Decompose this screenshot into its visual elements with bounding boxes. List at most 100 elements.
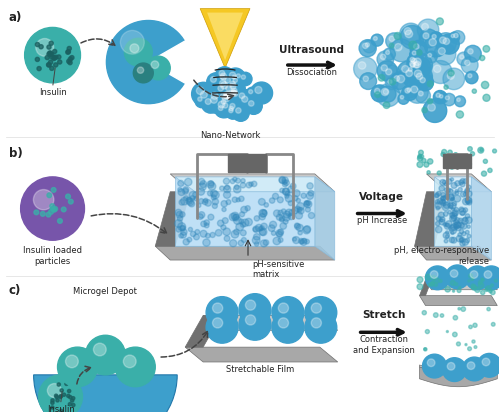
- Circle shape: [480, 55, 485, 61]
- Circle shape: [394, 76, 400, 81]
- Circle shape: [290, 183, 296, 189]
- Polygon shape: [420, 280, 432, 296]
- Circle shape: [249, 182, 253, 186]
- Circle shape: [466, 191, 472, 197]
- Circle shape: [236, 178, 240, 183]
- Circle shape: [188, 228, 192, 232]
- Circle shape: [282, 182, 288, 187]
- Circle shape: [305, 297, 337, 328]
- Circle shape: [298, 230, 302, 235]
- Circle shape: [378, 74, 385, 81]
- Circle shape: [456, 111, 464, 118]
- Circle shape: [452, 193, 456, 196]
- Circle shape: [466, 200, 471, 205]
- Circle shape: [466, 161, 471, 167]
- Circle shape: [424, 348, 426, 350]
- Circle shape: [426, 266, 450, 290]
- Circle shape: [444, 239, 448, 243]
- Circle shape: [241, 206, 248, 213]
- Circle shape: [363, 40, 376, 53]
- Circle shape: [389, 36, 394, 42]
- Circle shape: [272, 231, 276, 235]
- Circle shape: [430, 271, 438, 278]
- Circle shape: [253, 227, 258, 232]
- Circle shape: [180, 225, 186, 231]
- Circle shape: [454, 224, 459, 229]
- Circle shape: [458, 218, 463, 223]
- Circle shape: [218, 86, 224, 91]
- Circle shape: [179, 200, 184, 205]
- Circle shape: [438, 92, 448, 103]
- Circle shape: [454, 223, 458, 228]
- Circle shape: [452, 211, 458, 216]
- Circle shape: [494, 279, 498, 282]
- Circle shape: [416, 88, 430, 103]
- Circle shape: [138, 67, 143, 73]
- Circle shape: [450, 270, 458, 277]
- Circle shape: [440, 219, 442, 222]
- Circle shape: [222, 95, 230, 102]
- Circle shape: [194, 196, 198, 201]
- Circle shape: [94, 343, 106, 356]
- Circle shape: [68, 57, 72, 61]
- Circle shape: [438, 212, 444, 218]
- Circle shape: [51, 401, 54, 404]
- Circle shape: [466, 214, 469, 218]
- Circle shape: [458, 188, 462, 191]
- Circle shape: [214, 82, 232, 99]
- Text: pH-sensitive
matrix: pH-sensitive matrix: [252, 260, 304, 280]
- Circle shape: [466, 200, 469, 203]
- Circle shape: [423, 99, 446, 122]
- Circle shape: [426, 51, 437, 63]
- Circle shape: [439, 186, 444, 191]
- Circle shape: [442, 149, 446, 154]
- Circle shape: [198, 183, 206, 191]
- Circle shape: [409, 41, 417, 49]
- Circle shape: [443, 223, 446, 226]
- Circle shape: [234, 217, 241, 224]
- Circle shape: [280, 223, 286, 229]
- Circle shape: [246, 87, 258, 100]
- Circle shape: [450, 280, 455, 285]
- Circle shape: [466, 71, 478, 84]
- Circle shape: [52, 50, 57, 54]
- Circle shape: [371, 34, 383, 46]
- Bar: [228, 154, 266, 172]
- Circle shape: [436, 226, 442, 233]
- Circle shape: [460, 241, 465, 246]
- Circle shape: [463, 217, 468, 222]
- Circle shape: [414, 62, 419, 68]
- Circle shape: [441, 200, 445, 203]
- Circle shape: [204, 198, 208, 203]
- Circle shape: [218, 90, 234, 106]
- Text: Ultrasound: Ultrasound: [280, 45, 344, 55]
- Circle shape: [440, 217, 445, 222]
- Circle shape: [234, 229, 239, 235]
- Circle shape: [226, 85, 232, 91]
- Circle shape: [231, 212, 239, 220]
- Circle shape: [428, 104, 436, 111]
- Circle shape: [296, 203, 304, 210]
- Circle shape: [286, 195, 293, 202]
- Circle shape: [420, 155, 424, 158]
- Circle shape: [448, 70, 454, 76]
- Circle shape: [180, 198, 188, 205]
- Circle shape: [231, 230, 239, 238]
- Circle shape: [465, 188, 469, 192]
- Circle shape: [388, 80, 392, 84]
- Circle shape: [452, 201, 456, 206]
- Circle shape: [66, 50, 70, 54]
- Circle shape: [459, 207, 464, 212]
- Circle shape: [456, 342, 460, 346]
- Circle shape: [60, 394, 62, 398]
- Circle shape: [452, 197, 454, 200]
- Circle shape: [410, 59, 428, 77]
- Text: Insulin: Insulin: [38, 88, 66, 97]
- Polygon shape: [472, 177, 492, 260]
- Circle shape: [358, 62, 366, 69]
- Circle shape: [54, 55, 58, 59]
- Circle shape: [366, 43, 370, 47]
- Circle shape: [431, 282, 434, 285]
- Circle shape: [206, 312, 238, 343]
- Circle shape: [422, 23, 428, 30]
